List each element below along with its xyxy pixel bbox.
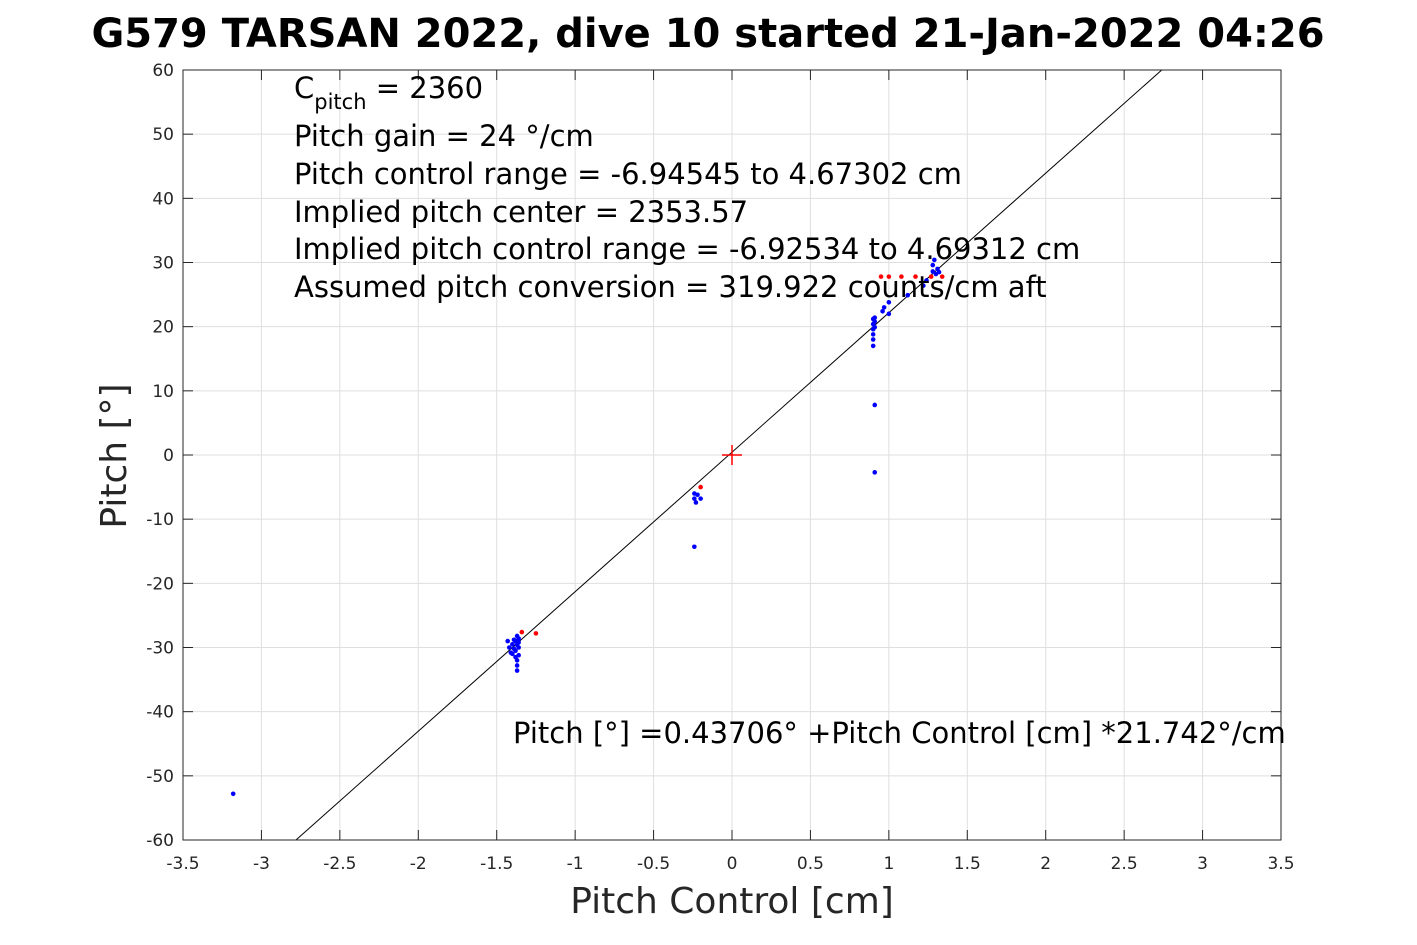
x-tick-label: 3	[1197, 854, 1208, 874]
blue-data-point	[872, 319, 878, 324]
y-tick-label: 20	[152, 318, 174, 338]
red-data-point	[878, 274, 884, 279]
blue-data-point	[516, 636, 521, 641]
c-pitch-base: C	[294, 71, 314, 105]
blue-data-point	[692, 496, 697, 501]
annotation-fit-equation: Pitch [°] =0.43706° +Pitch Control [cm] …	[513, 716, 1286, 750]
chart-title: G579 TARSAN 2022, dive 10 started 21-Jan…	[91, 11, 1324, 57]
y-tick-label: 10	[152, 382, 174, 402]
y-tick-label: 40	[152, 189, 174, 209]
x-tick-label: 0	[727, 854, 738, 874]
y-tick-label: -20	[146, 574, 174, 594]
blue-data-point	[516, 645, 521, 650]
x-tick-label: -3	[253, 854, 270, 874]
x-tick-label: 1	[883, 854, 894, 874]
annotation-implied-center: Implied pitch center = 2353.57	[294, 195, 748, 229]
x-tick-label: -2.5	[323, 854, 356, 874]
blue-data-point	[692, 544, 697, 550]
blue-data-point	[886, 299, 892, 305]
x-tick-label: 3.5	[1267, 854, 1294, 874]
blue-data-point	[514, 668, 520, 673]
blue-data-point	[510, 651, 515, 657]
x-tick-label: -0.5	[637, 854, 670, 874]
red-data-point	[939, 274, 945, 279]
annotation-implied-range: Implied pitch control range = -6.92534 t…	[294, 232, 1080, 266]
center-marker	[722, 445, 742, 465]
blue-data-point	[695, 492, 700, 498]
c-pitch-subscript: pitch	[314, 90, 366, 114]
red-data-point	[913, 274, 918, 279]
blue-data-point	[930, 269, 936, 274]
x-tick-label: 0.5	[797, 854, 824, 874]
y-tick-label: 30	[152, 254, 174, 274]
blue-data-point	[872, 315, 878, 320]
blue-data-point	[513, 648, 518, 654]
blue-data-point	[870, 343, 876, 349]
blue-data-point	[514, 658, 520, 663]
blue-data-point	[932, 257, 937, 263]
annotation-c-pitch: Cpitch = 2360	[294, 71, 483, 114]
c-pitch-value: = 2360	[367, 71, 484, 105]
blue-data-point	[698, 496, 703, 501]
blue-data-point	[936, 269, 942, 275]
red-data-point	[928, 274, 934, 279]
x-tick-label: -1	[567, 854, 584, 874]
blue-data-point	[516, 652, 521, 658]
red-data-point	[886, 274, 892, 279]
blue-data-point	[886, 311, 892, 317]
annotation-conversion: Assumed pitch conversion = 319.922 count…	[294, 270, 1047, 304]
y-tick-label: -30	[146, 639, 174, 659]
annotation-pitch-control-range: Pitch control range = -6.94545 to 4.6730…	[294, 157, 962, 191]
x-tick-label: -2	[410, 854, 427, 874]
x-tick-label: -3.5	[166, 854, 199, 874]
x-axis-label: Pitch Control [cm]	[570, 881, 894, 922]
x-tick-label: 2.5	[1111, 854, 1138, 874]
y-tick-label: -50	[146, 767, 174, 787]
blue-data-point	[693, 500, 699, 505]
data-points	[230, 257, 945, 797]
annotation-pitch-gain: Pitch gain = 24 °/cm	[294, 119, 594, 153]
red-data-point	[533, 631, 539, 636]
blue-data-point	[506, 645, 512, 650]
annotation-block: Cpitch = 2360 Pitch gain = 24 °/cm Pitch…	[294, 71, 1286, 750]
blue-data-point	[881, 305, 887, 310]
y-tick-label: 0	[163, 446, 174, 466]
axis-ticks: -3.5 -3 -2.5 -2 -1.5 -1 -0.5 0 0.5 1 1.5 2 2.5 3 3.5 -6…	[146, 61, 1294, 874]
blue-data-point	[870, 337, 876, 342]
blue-data-point	[930, 262, 936, 268]
blue-data-point	[510, 641, 515, 647]
x-tick-label: 1.5	[954, 854, 981, 874]
blue-data-point	[505, 638, 510, 644]
red-data-point	[519, 629, 525, 635]
y-tick-label: 50	[152, 125, 174, 145]
y-tick-label: -60	[146, 831, 174, 851]
blue-data-point	[872, 470, 878, 475]
blue-data-point	[921, 283, 926, 288]
blue-data-point	[230, 791, 236, 797]
red-data-point	[698, 484, 703, 490]
y-tick-label: 60	[152, 61, 174, 81]
red-data-point	[899, 274, 904, 279]
blue-data-point	[514, 663, 520, 668]
blue-data-point	[516, 640, 521, 645]
y-axis-label: Pitch [°]	[94, 383, 135, 528]
x-tick-label: 2	[1040, 854, 1051, 874]
y-tick-label: -40	[146, 703, 174, 723]
y-tick-label: -10	[146, 510, 174, 530]
blue-data-point	[905, 292, 910, 298]
blue-data-point	[872, 402, 878, 408]
blue-data-point	[872, 325, 878, 330]
blue-data-point	[870, 332, 876, 337]
x-tick-label: -1.5	[480, 854, 513, 874]
blue-data-point	[924, 278, 929, 283]
blue-data-point	[880, 308, 885, 314]
